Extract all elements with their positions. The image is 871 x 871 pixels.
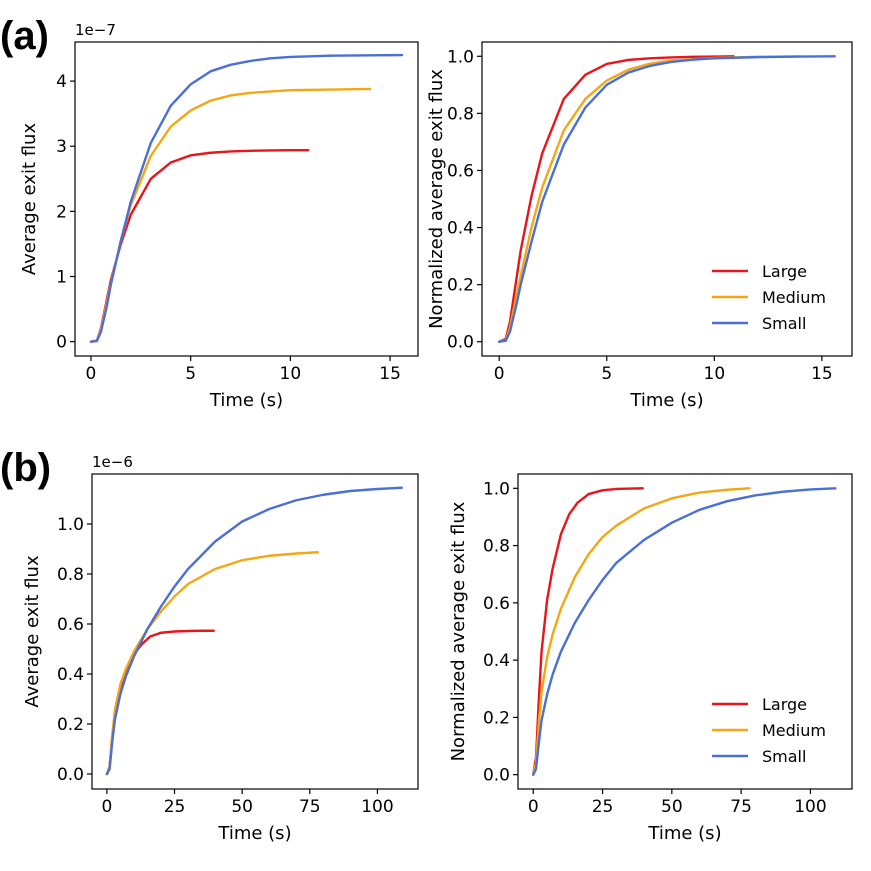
chart-a-right: 0 5 10 15 0.0 0.2 0.4 0.6 0.8 1.0 Time (s) Normaliz… (426, 41, 853, 411)
legend-label-large: Large (762, 262, 807, 281)
y-tick-label: 0.4 (483, 651, 510, 671)
y-axis-label: Normalized average exit flux (426, 69, 447, 329)
x-tick-label: 0 (86, 364, 97, 384)
legend-label-small: Small (762, 747, 806, 766)
x-tick-label: 10 (704, 364, 726, 384)
x-tick-label: 25 (164, 797, 186, 817)
y-tick-label: 0.2 (483, 708, 510, 728)
y-tick-label: 0.2 (57, 715, 84, 735)
x-tick-label: 0 (101, 797, 112, 817)
series-line-medium (532, 487, 751, 776)
chart-b-left: 0 25 50 75 100 0.0 0.2 0.4 0.6 0.8 1.0 Time (s) Aver… (22, 453, 419, 844)
y-axis-label: Average exit flux (19, 123, 40, 276)
y-tick-label: 0.8 (483, 537, 510, 557)
x-tick-label: 25 (592, 797, 614, 817)
series-line-medium (89, 87, 372, 343)
y-tick-label: 3 (56, 137, 67, 157)
legend-label-small: Small (762, 314, 806, 333)
y-axis-label: Average exit flux (22, 555, 43, 708)
y-axis-label: Normalized average exit flux (448, 501, 469, 761)
y-tick-label: 0.6 (483, 594, 510, 614)
legend-label-medium: Medium (762, 721, 826, 740)
axes-frame (517, 473, 853, 790)
y-tick-label: 0.8 (447, 104, 474, 124)
x-tick-label: 100 (794, 797, 826, 817)
x-tick-label: 15 (379, 364, 401, 384)
x-tick-label: 15 (811, 364, 833, 384)
x-axis-label: Time (s) (629, 390, 703, 411)
legend-label-large: Large (762, 695, 807, 714)
y-tick-label: 4 (56, 72, 67, 92)
x-tick-label: 0 (528, 797, 539, 817)
axes-frame (481, 41, 853, 357)
legend: Large Medium Small (712, 262, 826, 333)
legend-label-medium: Medium (762, 288, 826, 307)
y-tick-label: 0.4 (57, 665, 84, 685)
x-tick-label: 75 (730, 797, 752, 817)
legend: Large Medium Small (712, 695, 826, 766)
axes-frame (74, 41, 419, 357)
y-tick-label: 0.6 (57, 615, 84, 635)
x-tick-label: 5 (601, 364, 612, 384)
x-axis-label: Time (s) (217, 823, 291, 844)
series-line-large (105, 629, 215, 776)
series-line-large (532, 487, 644, 776)
x-tick-label: 50 (231, 797, 253, 817)
y-tick-label: 1 (56, 268, 67, 288)
y-tick-label: 0.4 (447, 219, 474, 239)
x-tick-label: 75 (299, 797, 321, 817)
y-tick-label: 0.6 (447, 161, 474, 181)
y-offset-text: 1e−6 (92, 453, 133, 471)
y-tick-label: 1.0 (57, 515, 84, 535)
x-tick-label: 5 (185, 364, 196, 384)
chart-a-left: 0 5 10 15 0 1 2 3 4 Time (s) Average exit flux 1e−7 (19, 21, 419, 411)
y-tick-label: 1.0 (483, 479, 510, 499)
x-axis-label: Time (s) (209, 390, 283, 411)
chart-b-right: 0 25 50 75 100 0.0 0.2 0.4 0.6 0.8 1.0 Time (s) Norm… (448, 473, 853, 844)
series-line-small (498, 55, 836, 343)
axes-frame (91, 473, 419, 790)
y-tick-label: 0 (56, 333, 67, 353)
y-tick-label: 0.0 (57, 765, 84, 785)
series-line-small (89, 53, 404, 343)
series-line-small (105, 486, 403, 776)
y-offset-text: 1e−7 (75, 21, 116, 39)
y-tick-label: 0.0 (447, 333, 474, 353)
y-tick-label: 2 (56, 202, 67, 222)
y-tick-label: 0.0 (483, 766, 510, 786)
x-tick-label: 100 (361, 797, 393, 817)
series-line-medium (105, 551, 320, 776)
panel-label-a: (a) (0, 14, 49, 58)
series-line-large (89, 148, 310, 343)
y-tick-label: 0.2 (447, 276, 474, 296)
x-tick-label: 10 (280, 364, 302, 384)
x-axis-label: Time (s) (647, 823, 721, 844)
y-tick-label: 1.0 (447, 47, 474, 67)
series-line-large (498, 55, 735, 343)
y-tick-label: 0.8 (57, 565, 84, 585)
panel-label-b: (b) (0, 446, 52, 490)
x-tick-label: 50 (661, 797, 683, 817)
x-tick-label: 0 (494, 364, 505, 384)
series-line-small (532, 487, 837, 776)
